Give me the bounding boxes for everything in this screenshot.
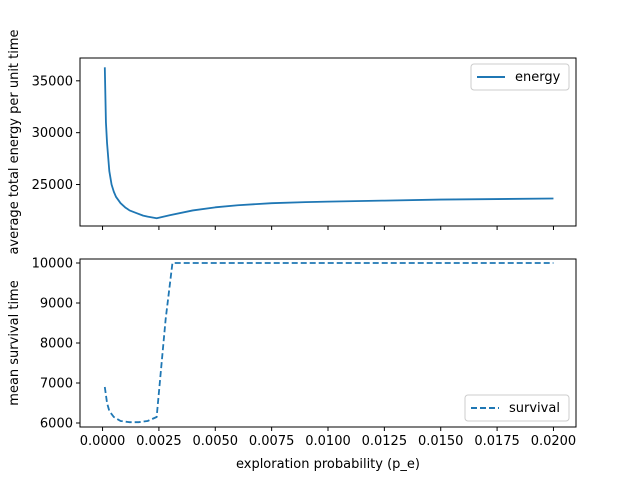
energy-panel: 25000 30000 35000 average total energy per…	[7, 29, 577, 255]
survival-x-tick-label: 0.0125	[362, 434, 408, 449]
energy-y-axis-label: average total energy per unit time	[7, 29, 22, 254]
survival-y-tick-label: 10000	[32, 257, 73, 272]
survival-series-line	[103, 262, 554, 424]
survival-x-tick-label: 0.0050	[193, 434, 239, 449]
survival-y-tick-label: 8000	[40, 337, 73, 352]
survival-x-tick-label: 0.0150	[418, 434, 464, 449]
survival-x-tick-label: 0.0075	[249, 434, 295, 449]
survival-x-tick-label: 0.0100	[305, 434, 351, 449]
energy-legend-label: energy	[515, 70, 561, 85]
survival-x-tick-label: 0.0025	[136, 434, 182, 449]
survival-y-tick-label: 7000	[40, 377, 73, 392]
survival-legend-label: survival	[509, 401, 560, 416]
survival-legend: survival	[464, 394, 570, 422]
survival-ticks: 6000 7000 8000 9000 10000 0.0000 0.0025 0.0050 0…	[32, 257, 577, 450]
x-axis-label: exploration probability (p_e)	[236, 457, 420, 472]
energy-legend: energy	[470, 63, 570, 91]
survival-y-tick-label: 6000	[40, 417, 73, 432]
survival-panel: 6000 7000 8000 9000 10000 0.0000 0.0025 0.0050 0…	[7, 257, 577, 472]
survival-x-tick-label: 0.0000	[80, 434, 126, 449]
energy-series-line	[103, 67, 554, 220]
energy-plot-area	[103, 67, 554, 220]
survival-x-tick-label: 0.0175	[474, 434, 520, 449]
energy-y-tick-label: 30000	[32, 126, 73, 141]
survival-x-tick-label: 0.0200	[531, 434, 577, 449]
survival-y-axis-label: mean survival time	[7, 280, 22, 405]
energy-y-tick-label: 35000	[32, 74, 73, 89]
energy-ticks: 25000 30000 35000	[32, 74, 554, 230]
energy-legend-box	[470, 63, 570, 91]
energy-y-tick-label: 25000	[32, 178, 73, 193]
survival-legend-box	[464, 394, 570, 422]
survival-plot-area	[103, 262, 554, 424]
survival-y-tick-label: 9000	[40, 297, 73, 312]
